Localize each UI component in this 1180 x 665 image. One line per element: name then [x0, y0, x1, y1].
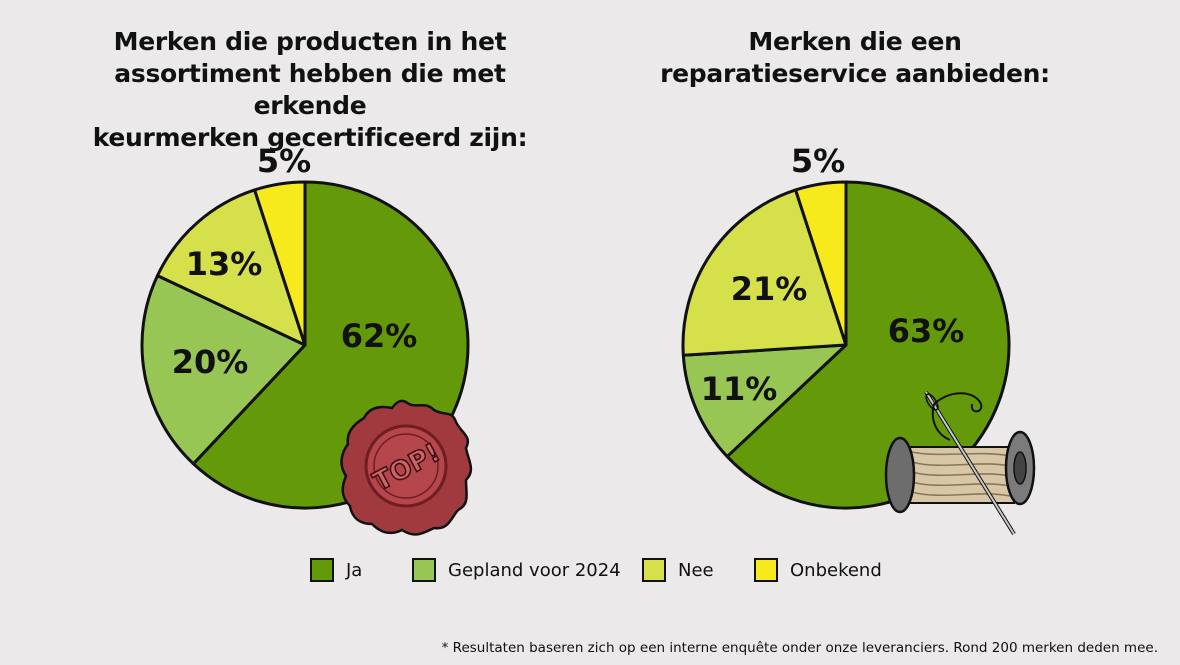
legend-label-ja: Ja — [346, 559, 363, 581]
pie-chart-certified: 62% 20% 13% 5% — [140, 142, 470, 510]
pie-slice-nee — [681, 188, 848, 357]
pie-slice-ja — [725, 180, 1011, 510]
pie-slice-onbekend — [794, 180, 848, 347]
legend-swatch-gepland — [412, 558, 436, 582]
pie-slice-nee — [156, 188, 307, 347]
pie-label-ja: 63% — [888, 312, 965, 350]
pie-label-nee: 13% — [186, 245, 263, 283]
legend-label-onbekend: Onbekend — [790, 559, 882, 581]
pie-label-ja: 62% — [341, 317, 418, 355]
legend-item-gepland: Gepland voor 2024 — [412, 558, 621, 582]
legend-label-nee: Nee — [678, 559, 714, 581]
chart-title-repair-service: Merken die een reparatieservice aanbiede… — [660, 27, 1050, 88]
pie-label-nee: 21% — [731, 270, 808, 308]
legend-swatch-onbekend — [754, 558, 778, 582]
thread-spool-needle-icon — [884, 390, 1036, 536]
chart-title-certified-brands: Merken die producten in het assortiment … — [92, 27, 528, 152]
pie-slice-onbekend — [253, 180, 307, 347]
pie-label-gepland-voor-2024: 11% — [701, 370, 778, 408]
legend-label-gepland: Gepland voor 2024 — [448, 559, 621, 581]
wax-seal-badge: TOP! — [340, 399, 473, 536]
pie-label-onbekend: 5% — [257, 142, 311, 180]
legend-item-ja: Ja — [310, 558, 362, 582]
legend-item-onbekend: Onbekend — [754, 558, 882, 582]
legend-swatch-ja — [310, 558, 334, 582]
legend-item-nee: Nee — [642, 558, 714, 582]
chart-legend: Ja Gepland voor 2024 Nee Onbekend — [0, 558, 1180, 588]
pie-slice-gepland-voor-2024 — [681, 343, 848, 459]
pie-chart-repair: 63% 11% 21% 5% — [681, 142, 1011, 510]
pie-label-onbekend: 5% — [791, 142, 845, 180]
pie-label-gepland-voor-2024: 20% — [172, 343, 249, 381]
footnote: * Resultaten baseren zich op een interne… — [441, 640, 1158, 656]
pie-slice-gepland-voor-2024 — [140, 274, 307, 466]
legend-swatch-nee — [642, 558, 666, 582]
